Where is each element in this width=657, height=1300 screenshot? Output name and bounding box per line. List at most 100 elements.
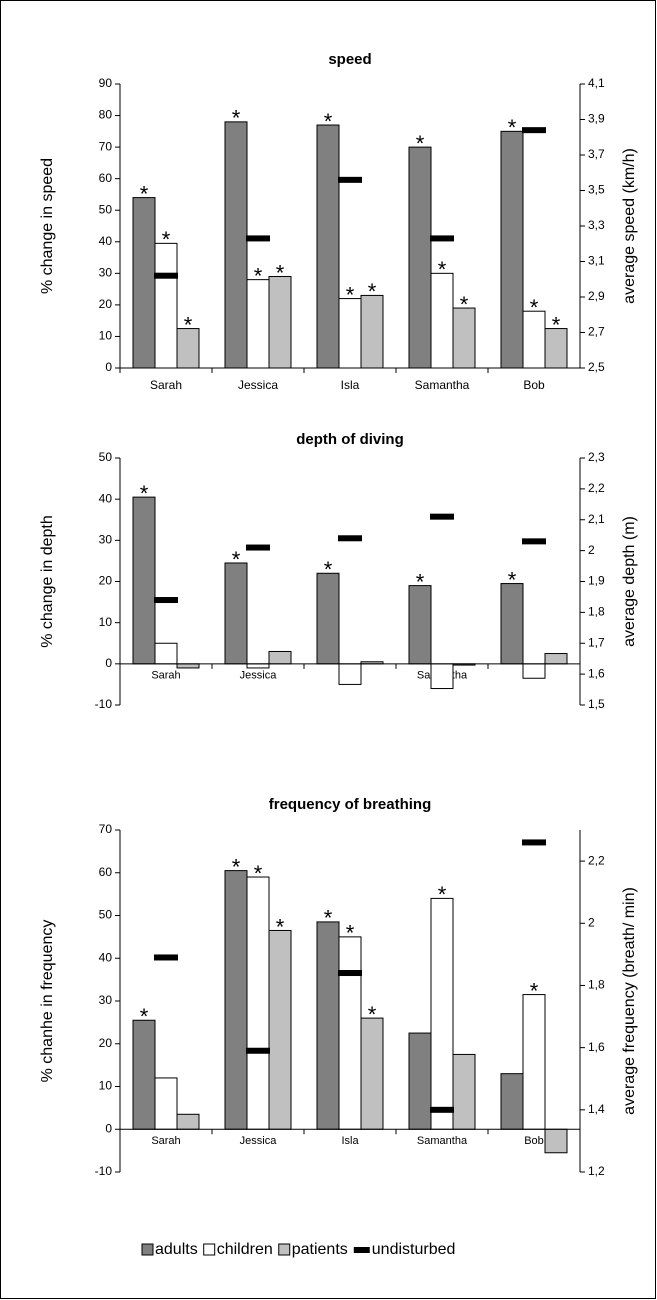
y-tick-label: -10 <box>95 697 113 711</box>
y2-axis-title: average frequency (breath/ min) <box>621 887 638 1115</box>
bar <box>544 1128 568 1154</box>
significance-marker: * <box>254 861 263 886</box>
legend-swatch <box>141 1243 154 1256</box>
y2-tick-label: 2,3 <box>588 450 605 464</box>
y2-tick-label: 3,9 <box>588 112 605 126</box>
significance-marker: * <box>416 131 425 156</box>
bar <box>316 921 340 1130</box>
y-tick-label: 10 <box>99 329 113 343</box>
significance-marker: * <box>232 854 241 879</box>
y-tick-label: 40 <box>99 234 113 248</box>
significance-marker: * <box>460 292 469 317</box>
x-tick-label: Isla <box>341 378 360 392</box>
undisturbed-dash <box>154 597 178 604</box>
legend-swatch <box>203 1243 216 1256</box>
undisturbed-dash <box>522 839 546 846</box>
bar <box>224 562 248 665</box>
legend-label: undisturbed <box>372 1241 456 1258</box>
x-tick-label: Jessica <box>240 1135 278 1147</box>
y-tick-label: 70 <box>99 139 113 153</box>
y-tick-label: 10 <box>99 615 113 629</box>
x-tick-label: Jessica <box>238 378 278 392</box>
bar <box>132 1019 156 1130</box>
y-tick-label: -10 <box>95 1164 113 1178</box>
legend-swatch <box>278 1243 291 1256</box>
bar <box>338 936 362 1130</box>
bar <box>268 275 292 369</box>
bar <box>522 994 546 1130</box>
y-tick-label: 0 <box>105 360 112 374</box>
significance-marker: * <box>254 263 263 288</box>
y-tick-label: 70 <box>99 822 113 836</box>
bar <box>154 642 178 665</box>
y2-tick-label: 2,5 <box>588 360 605 374</box>
x-tick-label: Jessica <box>240 670 278 682</box>
bar <box>430 897 454 1130</box>
significance-marker: * <box>140 181 149 206</box>
y2-tick-label: 2 <box>588 915 595 929</box>
bar <box>360 294 384 369</box>
significance-marker: * <box>140 481 149 506</box>
y-tick-label: 50 <box>99 202 113 216</box>
significance-marker: * <box>232 106 241 131</box>
bar <box>452 1053 476 1130</box>
x-tick-label: Sarah <box>151 1135 180 1147</box>
bar <box>500 130 524 369</box>
y2-tick-label: 1,2 <box>588 1164 605 1178</box>
y2-tick-label: 1,9 <box>588 574 605 588</box>
y2-tick-label: 2,1 <box>588 512 605 526</box>
significance-marker: * <box>324 109 333 134</box>
bar <box>338 663 362 685</box>
bar <box>246 876 270 1130</box>
y-tick-label: 0 <box>105 1121 112 1135</box>
undisturbed-dash <box>246 544 270 551</box>
significance-marker: * <box>324 906 333 931</box>
bar <box>408 1032 432 1130</box>
significance-marker: * <box>438 882 447 907</box>
y2-tick-label: 1,6 <box>588 1040 605 1054</box>
bar <box>338 298 362 369</box>
y-tick-label: 50 <box>99 908 113 922</box>
y-tick-label: 20 <box>99 574 113 588</box>
significance-marker: * <box>324 557 333 582</box>
y-tick-label: 10 <box>99 1079 113 1093</box>
y-axis-title: % change in depth <box>39 515 56 648</box>
y-tick-label: 20 <box>99 297 113 311</box>
bar <box>430 272 454 369</box>
significance-marker: * <box>508 567 517 592</box>
bar <box>544 653 568 665</box>
significance-marker: * <box>184 312 193 337</box>
y-tick-label: 20 <box>99 1036 113 1050</box>
y2-tick-label: 1,4 <box>588 1102 605 1116</box>
bar <box>408 146 432 369</box>
undisturbed-dash <box>246 235 270 242</box>
chart-title: depth of diving <box>296 431 403 448</box>
significance-marker: * <box>162 227 171 252</box>
legend-label: patients <box>292 1241 348 1258</box>
significance-marker: * <box>368 1002 377 1027</box>
significance-marker: * <box>368 279 377 304</box>
bar <box>154 242 178 369</box>
bar <box>408 585 432 665</box>
significance-marker: * <box>508 115 517 140</box>
y2-tick-label: 1,6 <box>588 666 605 680</box>
undisturbed-dash <box>338 176 362 183</box>
y-axis-title: % change in speed <box>39 158 56 294</box>
undisturbed-dash <box>522 127 546 134</box>
legend-swatch <box>353 1247 370 1253</box>
bar <box>452 307 476 369</box>
x-tick-label: Samantha <box>415 378 470 392</box>
y-tick-label: 40 <box>99 491 113 505</box>
y2-tick-label: 2,2 <box>588 481 605 495</box>
y2-tick-label: 1,5 <box>588 697 605 711</box>
y2-tick-label: 3,7 <box>588 147 605 161</box>
bar <box>224 121 248 369</box>
x-tick-label: Bob <box>524 1135 544 1147</box>
y2-axis-title: average speed (km/h) <box>621 148 638 304</box>
bar <box>500 1073 524 1130</box>
bar <box>132 496 156 665</box>
bar <box>268 650 292 665</box>
bar <box>176 663 200 669</box>
bar <box>246 279 270 369</box>
